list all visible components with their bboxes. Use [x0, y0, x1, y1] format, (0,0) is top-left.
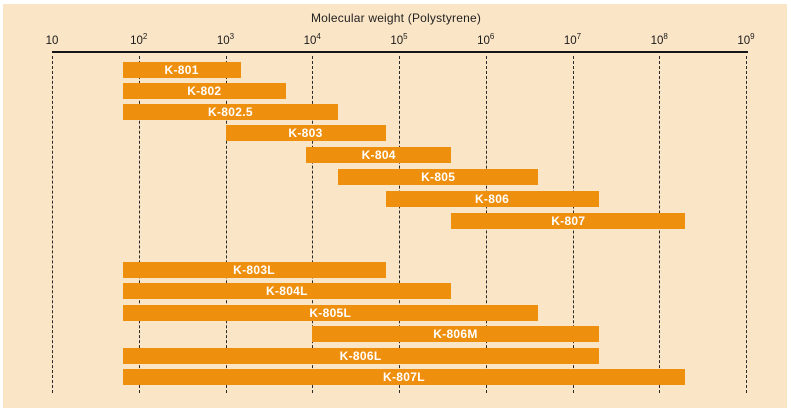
range-bar-k-806: K-806	[385, 191, 599, 207]
bar-label: K-804	[361, 148, 396, 162]
bar-label: K-805	[421, 170, 456, 184]
bar-label: K-806L	[339, 349, 382, 363]
axis-tick-label: 106	[477, 32, 495, 47]
range-bar-k-803: K-803	[225, 125, 386, 141]
axis-tick-label: 108	[650, 32, 668, 47]
dashed-gridline	[52, 56, 53, 393]
range-bar-k-805l: K-805L	[122, 305, 538, 321]
range-bar-k-806l: K-806L	[122, 348, 599, 364]
bar-label: K-807	[551, 214, 586, 228]
dashed-gridline	[312, 56, 314, 393]
range-bar-k-801: K-801	[122, 62, 241, 78]
axis-tick-label: 107	[563, 32, 582, 47]
axis-tick-label: 103	[216, 32, 235, 47]
x-axis-line	[52, 51, 748, 53]
range-bar-k-802.5: K-802.5	[122, 104, 339, 120]
bar-label: K-802	[187, 84, 222, 98]
bar-label: K-805L	[309, 306, 352, 320]
axis-tick-label: 109	[737, 32, 755, 47]
range-bar-k-804: K-804	[306, 147, 452, 163]
axis-tick-label: 10	[45, 35, 59, 47]
bar-label: K-803	[288, 126, 323, 140]
axis-tick-label: 102	[130, 32, 148, 47]
bar-label: K-803L	[233, 263, 275, 277]
bar-label: K-806M	[433, 327, 478, 341]
range-bar-k-806m: K-806M	[312, 326, 599, 342]
range-bar-k-802: K-802	[122, 83, 287, 99]
bar-label: K-801	[164, 63, 199, 77]
range-bar-k-807l: K-807L	[122, 369, 686, 385]
bar-label: K-807L	[383, 370, 425, 384]
dashed-gridline	[225, 56, 227, 393]
bar-label: K-802.5	[208, 105, 253, 119]
axis-tick-label: 105	[390, 32, 408, 47]
range-bar-k-804l: K-804L	[122, 283, 452, 299]
range-bar-k-803l: K-803L	[122, 262, 386, 278]
range-bar-k-807: K-807	[451, 213, 686, 229]
dashed-gridline	[138, 56, 140, 393]
range-bar-k-805: K-805	[338, 169, 538, 185]
dashed-gridline	[746, 56, 747, 393]
axis-tick-label: 104	[303, 32, 321, 47]
bar-label: K-806	[474, 192, 510, 206]
dashed-gridline	[399, 56, 400, 393]
bar-label: K-804L	[265, 284, 308, 298]
chart-title: Molecular weight (Polystyrene)	[310, 11, 482, 25]
